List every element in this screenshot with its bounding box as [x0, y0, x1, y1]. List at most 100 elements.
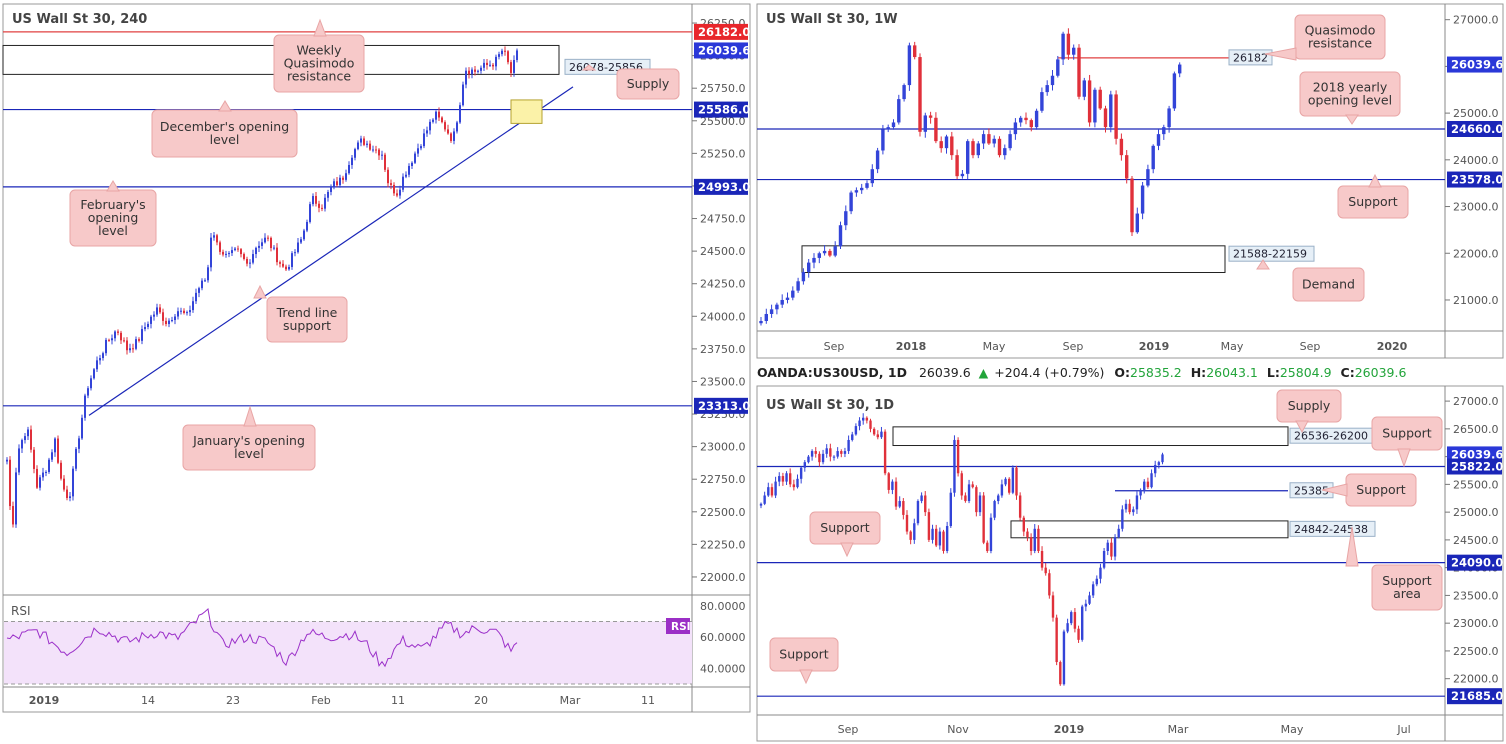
candle-body	[801, 271, 806, 282]
candle-body	[504, 50, 506, 52]
candle-body	[1029, 120, 1033, 128]
callout-daily-supply-pointer	[1295, 420, 1309, 434]
weekly-tag-23578-bg	[1447, 171, 1502, 188]
candle-body	[920, 495, 923, 502]
time-tick-label: Jul	[1396, 723, 1410, 736]
candle-body	[90, 378, 92, 389]
candle-body	[141, 329, 143, 341]
price-tick-label: 23500.0	[700, 375, 746, 388]
candle-body	[1119, 138, 1124, 156]
callout-weekly-qm-text: Weekly	[296, 43, 342, 58]
rsi-label: RSI	[11, 604, 31, 618]
daily-support-label: 25385	[1294, 484, 1329, 497]
candle-body	[865, 183, 869, 188]
callout-january-text: January's opening	[192, 433, 305, 448]
candle-body	[886, 127, 890, 130]
price-tick-label: 25000.0	[1453, 506, 1499, 519]
candle-body	[339, 177, 341, 186]
candle-body	[869, 420, 872, 429]
candle-body	[821, 453, 825, 463]
candle-body	[916, 501, 920, 524]
daily-demand-zone	[1010, 520, 1289, 539]
candle-body	[126, 340, 128, 351]
weekly-zone-label-box	[1228, 245, 1315, 262]
callout-daily-supply-text: Supply	[1288, 398, 1331, 413]
candle-body	[955, 155, 959, 177]
candle-body	[174, 316, 176, 321]
h4-tag-24993: 24993.0	[698, 180, 750, 194]
candle-body	[162, 312, 164, 321]
candle-body	[18, 448, 20, 473]
candle-body	[971, 484, 974, 488]
weekly-time-axis: Sep 2018 May Sep 2019 May Sep 2020	[824, 340, 1408, 353]
candle-body	[785, 297, 790, 300]
time-tick-label: 2019	[29, 694, 60, 707]
candle-body	[195, 292, 197, 302]
candle-body	[978, 495, 982, 513]
price-tick-label: 23000.0	[1453, 201, 1499, 214]
candle-body	[950, 136, 954, 156]
candle-body	[429, 121, 431, 131]
daily-tag-21685: 21685.0	[1451, 689, 1503, 703]
callout-february-text: February's	[80, 197, 145, 212]
daily-supply-zone	[892, 426, 1289, 447]
h4-panel-frame	[2, 3, 751, 713]
candle-body	[441, 117, 443, 123]
candle-body	[381, 154, 383, 156]
candle-body	[249, 262, 251, 264]
rsi-badge-bg	[666, 618, 690, 634]
candle-body	[168, 320, 170, 325]
h4-tag-25586-bg	[694, 101, 748, 118]
price-tick-label: 22250.0	[700, 538, 746, 551]
candle-body	[1121, 509, 1124, 529]
candle-body	[438, 111, 440, 118]
candle-body	[1000, 484, 1004, 496]
candle-body	[938, 531, 942, 546]
candle-body	[393, 184, 395, 194]
candle-body	[956, 439, 960, 474]
callout-february-pointer	[106, 180, 120, 192]
rsi-band	[4, 621, 692, 684]
candle-body	[453, 131, 455, 141]
weekly-price-axis: 27000.026000.025000.024000.023000.022000…	[1445, 14, 1499, 307]
quote-high: 26043.1	[1206, 365, 1258, 380]
candle-body	[288, 266, 290, 270]
callout-december-text: December's opening	[160, 119, 289, 134]
candle-body	[1157, 462, 1161, 465]
candle-body	[330, 186, 332, 192]
quote-open: 25835.2	[1130, 365, 1182, 380]
candle-body	[501, 50, 503, 55]
candle-body	[1013, 122, 1018, 135]
callout-yearly-opening-pointer	[1345, 114, 1359, 125]
price-tick-label: 25500.0	[1453, 478, 1499, 491]
candle-body	[423, 133, 425, 147]
candle-body	[976, 143, 980, 156]
candle-body	[987, 134, 991, 144]
time-tick-label: 23	[226, 694, 240, 707]
candle-body	[99, 358, 101, 361]
candle-body	[282, 263, 284, 267]
candle-body	[129, 348, 131, 351]
candle-body	[399, 189, 401, 196]
candle-body	[114, 331, 116, 339]
candle-body	[1008, 134, 1012, 149]
candle-body	[1084, 603, 1088, 607]
weekly-26182-label-box	[1228, 49, 1273, 66]
callout-january-pointer	[243, 405, 257, 427]
candle-body	[147, 323, 149, 327]
callout-daily-support-mid-pointer	[1321, 483, 1348, 497]
candle-body	[1051, 595, 1055, 618]
candle-body	[333, 181, 335, 187]
candle-body	[1143, 481, 1146, 490]
callout-weekly-quasimodo-text: resistance	[1308, 36, 1372, 51]
candle-body	[30, 429, 32, 450]
candle-body	[812, 257, 816, 263]
candle-body	[1130, 178, 1134, 233]
candle-body	[6, 459, 8, 462]
candle-body	[102, 353, 104, 359]
candle-body	[1109, 94, 1113, 128]
daily-demand-label-box	[1289, 520, 1376, 537]
